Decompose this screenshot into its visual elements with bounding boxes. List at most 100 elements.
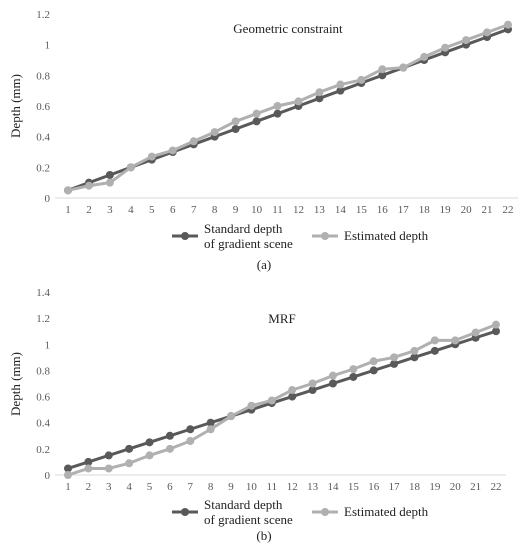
legend-swatch-marker [321, 232, 329, 240]
series-2-point [328, 371, 337, 380]
y-tick-label: 1.2 [36, 9, 50, 21]
series-2-point [147, 152, 156, 161]
legend-label: of gradient scene [204, 512, 293, 527]
chart-title: Geometric constraint [233, 21, 343, 36]
y-tick-label: 1.4 [36, 287, 50, 299]
series-2-point [168, 146, 177, 155]
series-2-point [378, 65, 387, 74]
series-2-point [399, 63, 408, 72]
x-tick-label: 15 [348, 481, 360, 493]
series-2-point [483, 28, 492, 37]
figure-caption: (b) [256, 528, 271, 543]
x-tick-label: 11 [272, 204, 283, 216]
series-1-point [315, 94, 324, 103]
chart-panel-b: 00.20.40.60.811.21.41 2 3 4 5 6 7 8 9 10 11 12 13 14 1… [8, 287, 506, 543]
series-1-point [206, 418, 215, 427]
y-tick-label: 0 [45, 193, 51, 205]
series-2-point [84, 181, 93, 190]
series-1-point [231, 125, 240, 133]
x-tick-label: 22 [491, 481, 502, 493]
x-tick-label: 8 [212, 204, 218, 216]
series-2-point [420, 52, 429, 61]
series-2-point [349, 365, 358, 374]
x-tick-label: 13 [314, 204, 326, 216]
series-2-point [288, 386, 297, 395]
series-2-point [462, 36, 471, 45]
x-tick-label: 2 [86, 204, 92, 216]
series-2-point [430, 336, 439, 345]
x-tick-label: 6 [167, 481, 173, 493]
x-tick-label: 15 [356, 204, 368, 216]
x-tick-label: 12 [293, 204, 304, 216]
y-tick-label: 0.6 [36, 392, 50, 404]
series-1-point [186, 425, 195, 434]
y-tick-label: 0.4 [36, 418, 50, 430]
x-tick-label: 11 [267, 481, 278, 493]
y-axis-title: Depth (mm) [8, 74, 23, 138]
y-axis-title: Depth (mm) [8, 352, 23, 416]
y-tick-label: 0 [45, 470, 51, 482]
series-2-point [84, 464, 93, 473]
series-1-point [390, 359, 399, 368]
series-2-point [451, 336, 460, 345]
series-1-point [369, 366, 378, 375]
y-tick-label: 0.8 [36, 70, 50, 82]
x-tick-label: 14 [335, 204, 347, 216]
series-1-point [336, 86, 345, 95]
y-tick-label: 1 [45, 40, 51, 52]
series-2-point [186, 437, 195, 446]
x-tick-label: 9 [228, 481, 234, 493]
series-line-2 [67, 23, 509, 192]
series-1-point [349, 372, 358, 381]
series-1-point [492, 327, 500, 336]
series-1-point [308, 386, 317, 395]
x-tick-label: 9 [233, 204, 239, 216]
x-tick-label: 5 [149, 204, 155, 216]
series-2-point [294, 97, 303, 106]
x-tick-label: 21 [482, 204, 493, 216]
x-tick-label: 10 [251, 204, 263, 216]
series-2-point [104, 464, 113, 473]
figure-caption: (a) [257, 257, 271, 272]
series-1-point [104, 451, 113, 460]
series-2-point [126, 163, 135, 172]
chart-panel-a: 00.20.40.60.811.21 2 3 4 5 6 7 8 9 10 11 12 13 14 15 16… [8, 9, 518, 272]
legend-swatch-marker [181, 232, 189, 240]
series-2-point [64, 186, 72, 195]
series-2-point [390, 353, 399, 362]
series-2-point [231, 117, 240, 126]
x-tick-label: 10 [246, 481, 258, 493]
series-1-point [125, 444, 134, 453]
x-tick-label: 18 [419, 204, 431, 216]
y-tick-label: 0.6 [36, 101, 50, 113]
series-2-point [315, 88, 324, 97]
x-tick-label: 22 [503, 204, 514, 216]
series-1-point [378, 71, 387, 80]
series-1-point [328, 379, 337, 388]
y-tick-label: 0.2 [36, 444, 50, 456]
legend-label: Standard depth [204, 221, 283, 236]
x-tick-label: 16 [377, 204, 389, 216]
series-2-point [410, 346, 419, 355]
series-1-point [273, 109, 282, 118]
series-2-point [441, 43, 450, 52]
series-1-point [430, 346, 439, 355]
y-tick-label: 1 [45, 339, 51, 351]
x-tick-label: 18 [409, 481, 421, 493]
series-line-1 [67, 329, 497, 470]
x-tick-label: 20 [450, 481, 462, 493]
series-line-2 [67, 323, 497, 477]
series-2-point [189, 137, 198, 146]
series-2-point [504, 20, 512, 29]
y-tick-label: 0.2 [36, 162, 50, 174]
series-2-point [336, 80, 345, 89]
x-tick-label: 4 [128, 204, 134, 216]
x-tick-label: 2 [86, 481, 92, 493]
x-tick-label: 13 [307, 481, 319, 493]
x-tick-label: 19 [429, 481, 441, 493]
series-1-point [84, 457, 93, 466]
x-tick-label: 1 [65, 204, 71, 216]
x-tick-label: 16 [368, 481, 380, 493]
x-tick-label: 19 [440, 204, 452, 216]
